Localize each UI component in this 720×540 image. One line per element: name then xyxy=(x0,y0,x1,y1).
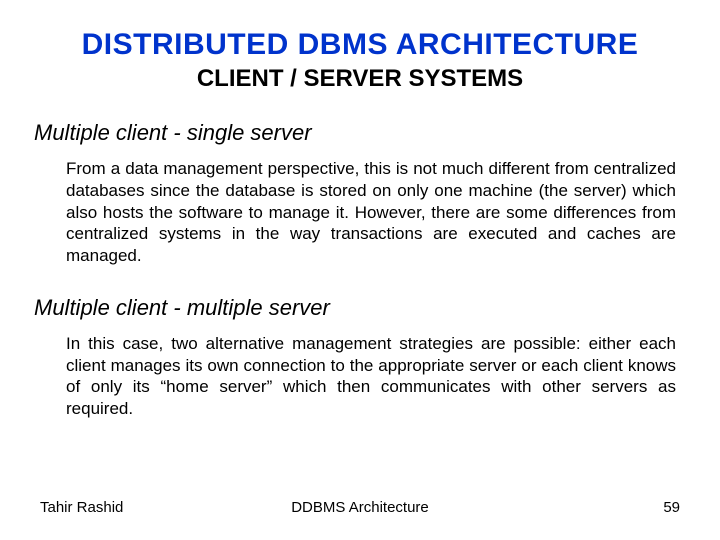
footer-center: DDBMS Architecture xyxy=(291,499,429,516)
footer-author: Tahir Rashid xyxy=(40,499,123,516)
slide-footer: Tahir Rashid DDBMS Architecture 59 xyxy=(40,499,680,516)
footer-page-number: 59 xyxy=(663,499,680,516)
section-heading-2: Multiple client - multiple server xyxy=(34,295,680,321)
title-line-2: CLIENT / SERVER SYSTEMS xyxy=(40,65,680,93)
slide-title: DISTRIBUTED DBMS ARCHITECTURE CLIENT / S… xyxy=(40,28,680,92)
section-body-1: From a data management perspective, this… xyxy=(66,158,676,267)
title-line-1: DISTRIBUTED DBMS ARCHITECTURE xyxy=(40,28,680,63)
section-heading-1: Multiple client - single server xyxy=(34,120,680,146)
section-body-2: In this case, two alternative management… xyxy=(66,333,676,420)
